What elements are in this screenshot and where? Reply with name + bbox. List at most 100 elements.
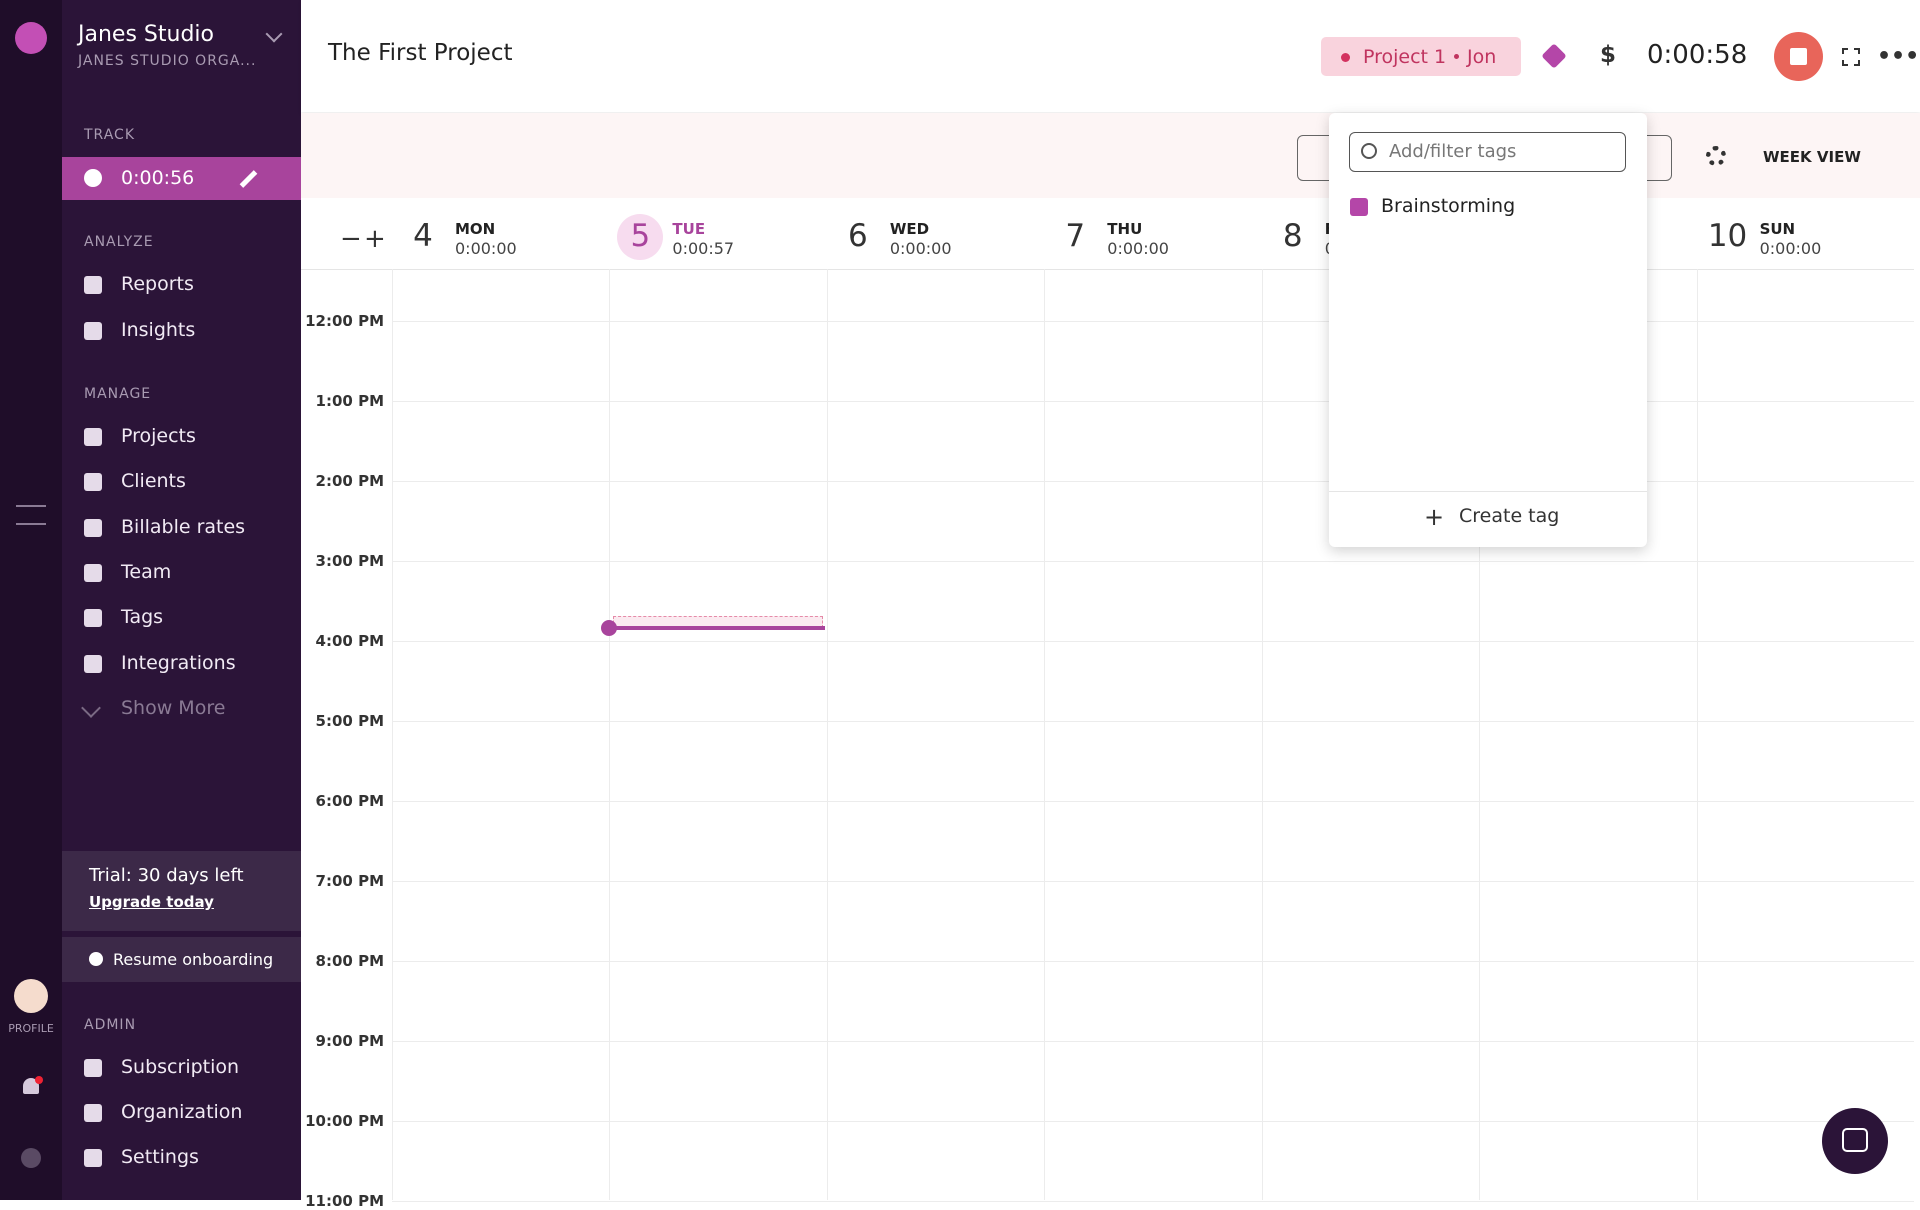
power-button[interactable] bbox=[15, 22, 47, 54]
today-circle bbox=[617, 214, 664, 260]
avatar[interactable] bbox=[14, 979, 48, 1013]
tag-popup: Add/filter tags + Create tag Brainstormi… bbox=[1329, 113, 1647, 547]
hour-line bbox=[392, 1121, 1914, 1122]
org-dropdown[interactable] bbox=[265, 25, 283, 43]
nav-item[interactable]: Clients bbox=[121, 470, 186, 492]
nav-icon bbox=[84, 428, 102, 446]
hour-label: 5:00 PM bbox=[315, 712, 384, 730]
more-menu[interactable]: ••• bbox=[1877, 44, 1920, 69]
menu-toggle[interactable] bbox=[16, 505, 46, 525]
stop-button[interactable] bbox=[1774, 32, 1823, 81]
clock-icon bbox=[84, 169, 102, 187]
day-column-line bbox=[1479, 269, 1480, 1200]
project-pill[interactable]: Project 1 Jon bbox=[1321, 37, 1521, 76]
hour-line bbox=[392, 881, 1914, 882]
nav-item[interactable]: Projects bbox=[121, 425, 196, 447]
org-sub: JANES STUDIO ORGA... bbox=[78, 53, 257, 69]
nav-icon bbox=[84, 322, 102, 340]
nav-icon bbox=[84, 1149, 102, 1167]
billable-button[interactable]: $ bbox=[1600, 42, 1617, 68]
nav-item[interactable]: Team bbox=[121, 561, 172, 583]
nav-item[interactable]: Reports bbox=[121, 273, 194, 295]
zoom-out[interactable]: − bbox=[340, 224, 362, 254]
resume-onboarding[interactable]: Resume onboarding bbox=[62, 937, 301, 982]
nav-item[interactable]: Subscription bbox=[121, 1056, 240, 1078]
notification-dot bbox=[35, 1076, 43, 1084]
nav-item[interactable]: Settings bbox=[121, 1146, 199, 1168]
icon-strip: PROFILE bbox=[0, 0, 62, 1200]
hour-label: 9:00 PM bbox=[315, 1032, 384, 1050]
tag-checkbox[interactable] bbox=[1350, 198, 1368, 216]
nav-icon bbox=[84, 1104, 102, 1122]
upgrade-link[interactable]: Upgrade today bbox=[89, 893, 214, 911]
hour-line bbox=[392, 561, 1914, 562]
day-name: WED bbox=[889, 220, 930, 238]
hour-label: 1:00 PM bbox=[315, 392, 384, 410]
day-number: 7 bbox=[1065, 218, 1086, 254]
view-select[interactable]: WEEK VIEW bbox=[1763, 148, 1861, 166]
hour-label: 2:00 PM bbox=[315, 472, 384, 490]
hour-line bbox=[392, 961, 1914, 962]
day-total: 0:00:00 bbox=[455, 239, 517, 258]
day-name: SUN bbox=[1759, 220, 1796, 238]
day-column-line bbox=[827, 269, 828, 1200]
hour-line bbox=[392, 721, 1914, 722]
hour-line bbox=[392, 321, 1914, 322]
help[interactable] bbox=[21, 1148, 41, 1168]
day-column-line bbox=[1697, 269, 1698, 1200]
nav-item[interactable]: Insights bbox=[121, 319, 196, 341]
day-number: 6 bbox=[847, 218, 868, 254]
nav-item[interactable]: Organization bbox=[121, 1101, 243, 1123]
day-total: 0:00:00 bbox=[1107, 239, 1169, 258]
hour-label: 6:00 PM bbox=[315, 792, 384, 810]
divider bbox=[1329, 491, 1647, 492]
hour-label: 3:00 PM bbox=[315, 552, 384, 570]
search-icon bbox=[1361, 143, 1377, 159]
hour-label: 8:00 PM bbox=[315, 952, 384, 970]
tag-button[interactable] bbox=[1541, 43, 1567, 69]
nav-icon bbox=[84, 609, 102, 627]
edit-icon[interactable] bbox=[239, 170, 258, 188]
day-total: 0:00:00 bbox=[889, 239, 952, 258]
running-entry bbox=[609, 626, 825, 630]
day-column-line bbox=[1044, 269, 1045, 1200]
hour-label: 7:00 PM bbox=[315, 872, 384, 890]
hour-line bbox=[392, 641, 1914, 642]
sidebar: Janes Studio JANES STUDIO ORGA... TRACK … bbox=[62, 0, 301, 1200]
track-item[interactable]: 0:00:56 bbox=[62, 157, 301, 200]
show-more[interactable]: Show More bbox=[121, 697, 226, 719]
trial-box: Trial: 30 days left Upgrade today bbox=[62, 851, 301, 931]
resume-text: Resume onboarding bbox=[113, 950, 274, 969]
day-number: 8 bbox=[1282, 218, 1303, 254]
track-timer: 0:00:56 bbox=[121, 167, 195, 189]
entry-dot bbox=[601, 620, 618, 636]
chevron bbox=[81, 698, 101, 718]
day-name: THU bbox=[1107, 220, 1143, 238]
zoom-in[interactable]: + bbox=[364, 224, 386, 254]
header: The First Project Project 1 Jon $ 0:00:5… bbox=[301, 0, 1920, 112]
chat-button[interactable] bbox=[1822, 1108, 1888, 1174]
hour-line bbox=[392, 801, 1914, 802]
section-heading: TRACK bbox=[84, 127, 135, 143]
hour-label: 11:00 PM bbox=[305, 1192, 384, 1210]
separator bbox=[1454, 54, 1459, 59]
fullscreen[interactable] bbox=[1842, 48, 1860, 66]
tag-search[interactable]: Add/filter tags bbox=[1349, 132, 1626, 172]
hour-label: 10:00 PM bbox=[305, 1112, 384, 1130]
nav-item[interactable]: Tags bbox=[121, 606, 164, 628]
header-line bbox=[301, 269, 1914, 270]
day-name: MON bbox=[455, 220, 496, 238]
nav-icon bbox=[84, 1059, 102, 1077]
nav-item[interactable]: Integrations bbox=[121, 652, 236, 674]
org-name[interactable]: Janes Studio bbox=[78, 22, 214, 47]
hour-label: 4:00 PM bbox=[315, 632, 384, 650]
tag-name[interactable]: Brainstorming bbox=[1381, 195, 1516, 217]
nav-item[interactable]: Billable rates bbox=[121, 516, 246, 538]
nav-icon bbox=[84, 276, 102, 294]
create-tag[interactable]: Create tag bbox=[1459, 505, 1560, 527]
settings-gear[interactable] bbox=[1706, 146, 1726, 166]
day-total: 0:00:57 bbox=[672, 239, 735, 258]
nav-icon bbox=[84, 473, 102, 491]
profile-label: PROFILE bbox=[8, 1022, 54, 1035]
